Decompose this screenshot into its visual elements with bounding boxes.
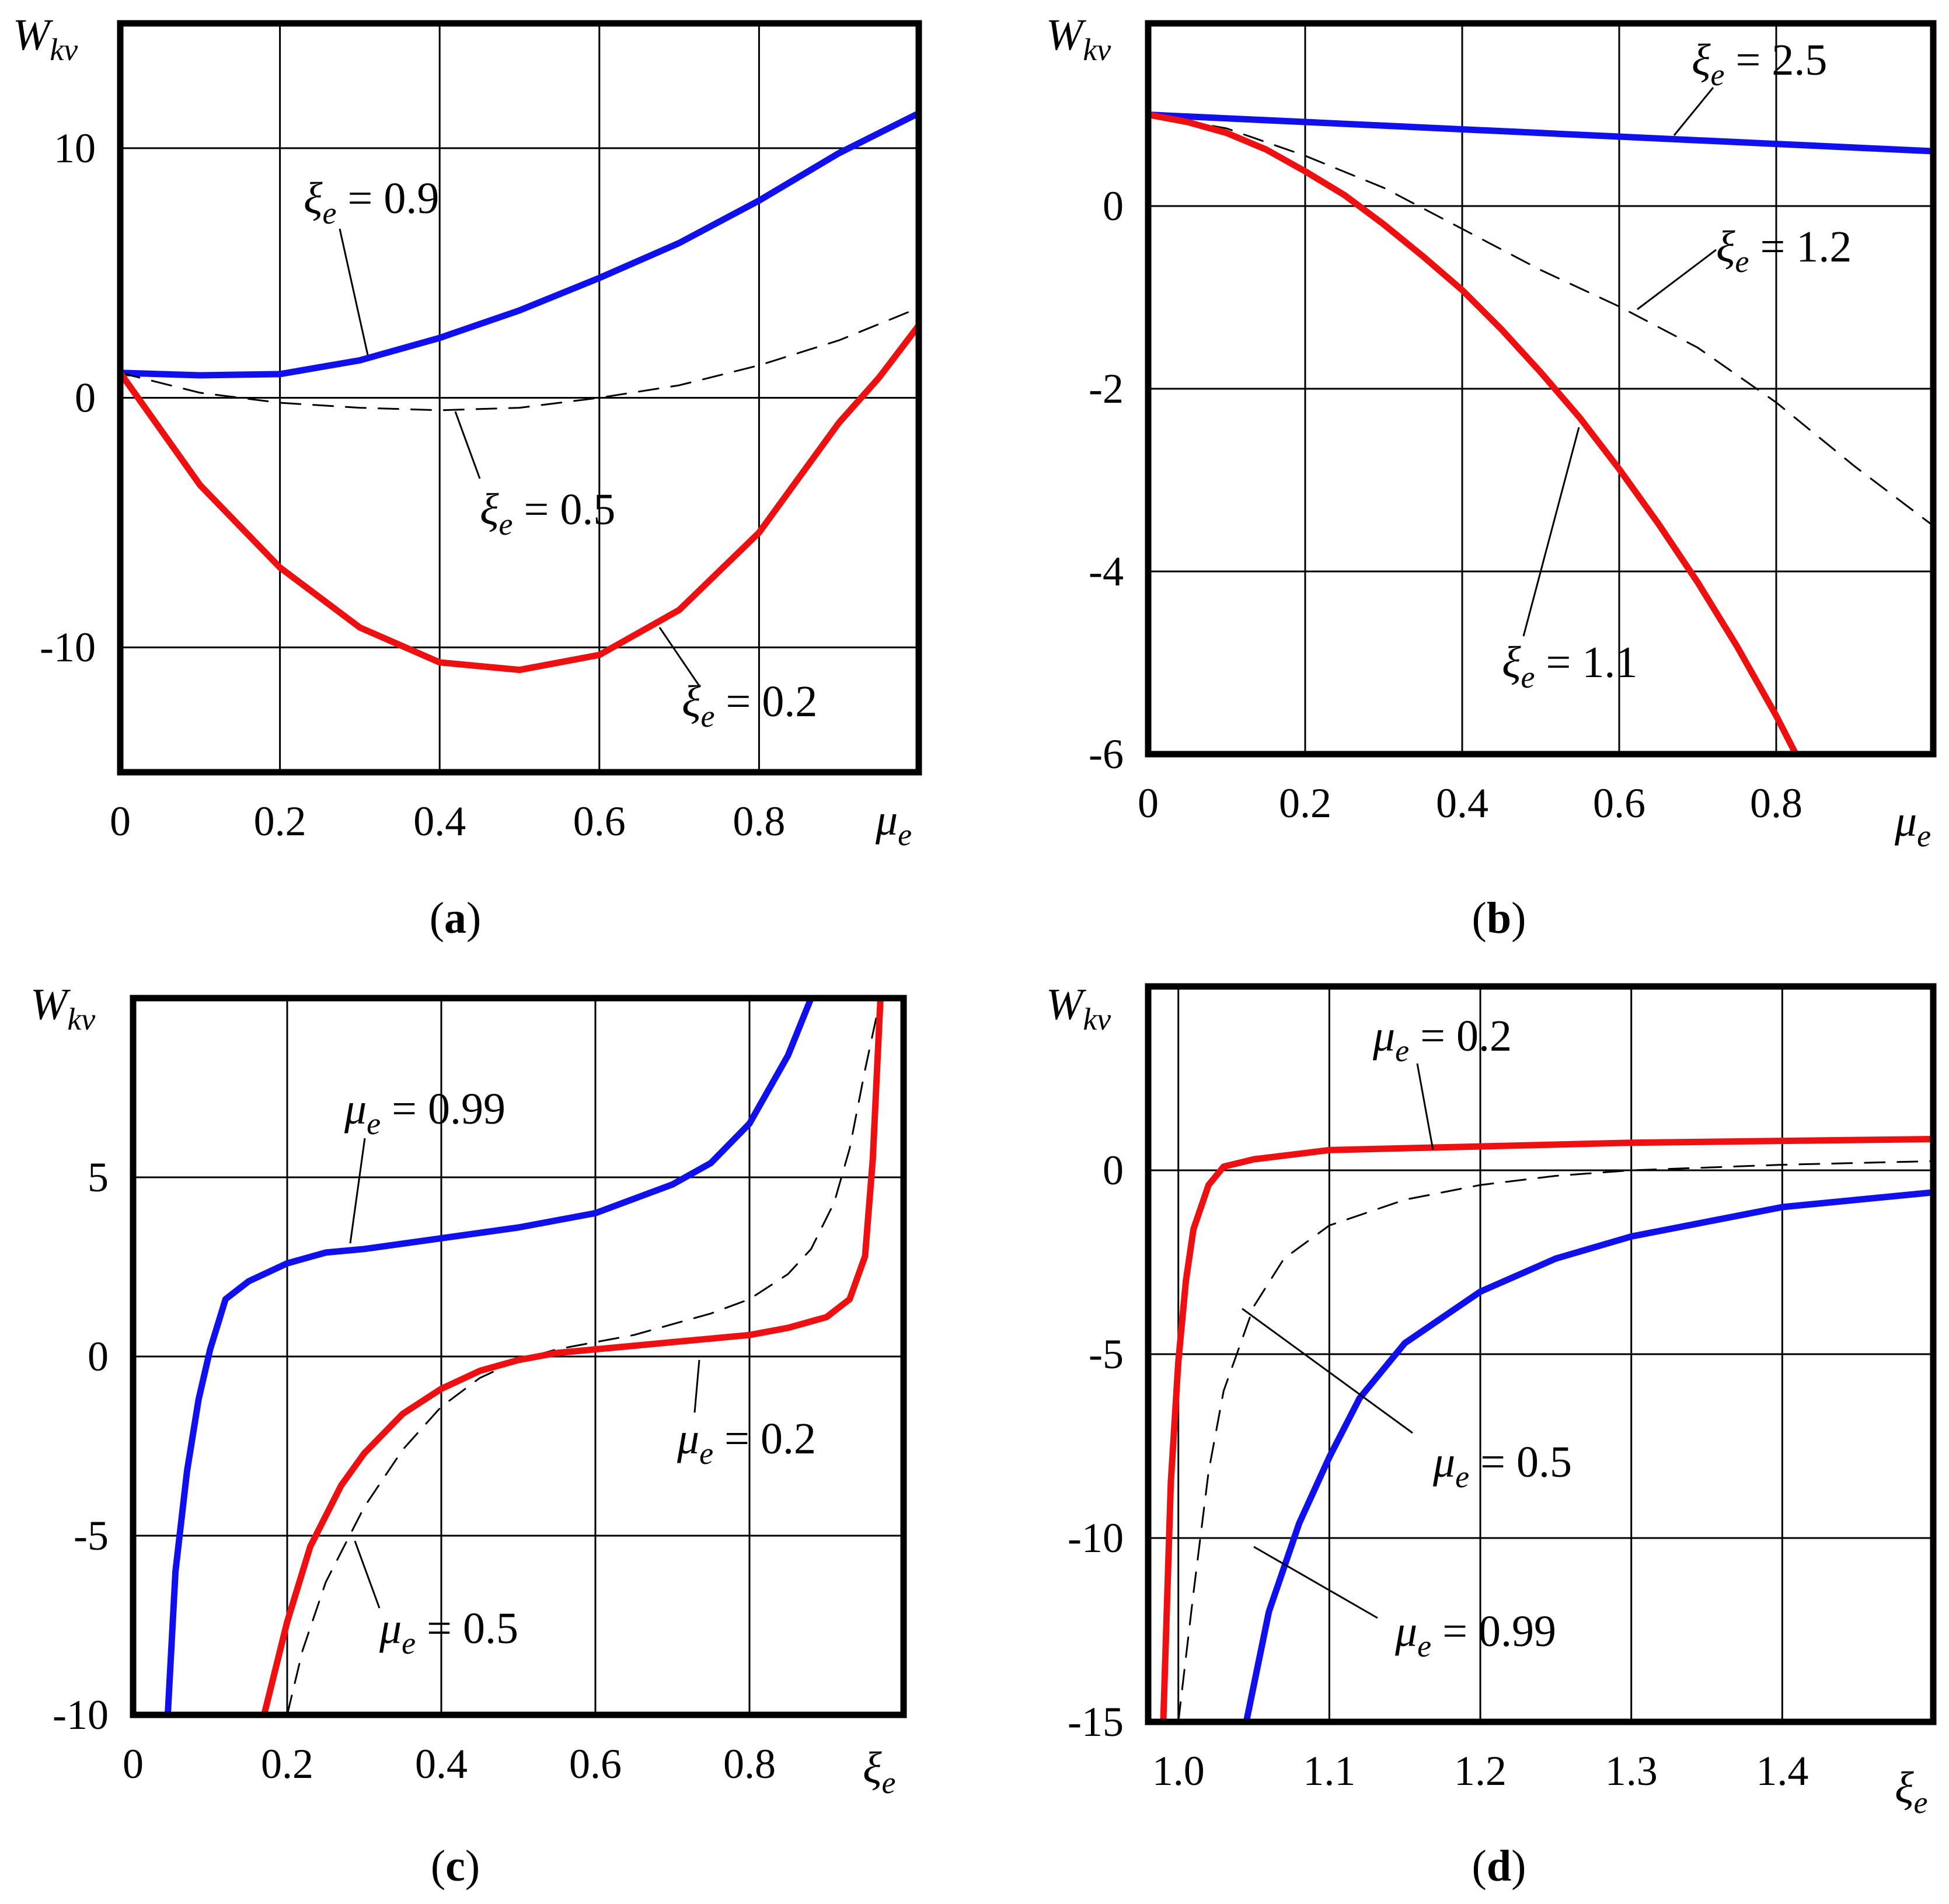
y-tick-label: -6 (1089, 731, 1124, 777)
series-line-1 (1160, 1136, 1933, 1722)
gridlines (120, 23, 919, 772)
series-annotation: μe = 0.99 (344, 1084, 505, 1141)
panel-b: 0 0.2 0.4 0.6 0.8 -6 -4 -2 0 Wkv μe ξe = 2.5 ξe = 1.… (1046, 11, 1937, 943)
series-annotation: μe = 0.2 (1372, 1012, 1512, 1068)
plot-frame (1145, 20, 1937, 758)
series-line-1 (1148, 111, 1933, 155)
series-line-2 (286, 998, 881, 1715)
annotation-leader-line (354, 1540, 381, 1609)
y-tick-label: 0 (88, 1333, 109, 1380)
x-tick-label: 0.8 (733, 798, 785, 845)
y-tick-label: -2 (1089, 365, 1124, 412)
x-tick-label: 0 (110, 798, 131, 845)
series-annotation: ξe = 0.5 (480, 485, 615, 542)
x-tick-label: 0.4 (415, 1741, 468, 1787)
x-tick-label: 0.6 (1593, 780, 1645, 827)
plot-frame (130, 995, 907, 1718)
panel-c: 0 0.2 0.4 0.6 0.8 -10 -5 0 5 Wkv ξe μe = 0.99 μe = 0… (30, 980, 907, 1891)
x-tick-label: 1.3 (1605, 1748, 1658, 1794)
annotation-leader-line (693, 1359, 700, 1413)
y-axis-label: Wkv (30, 980, 95, 1037)
series-line-3 (120, 322, 919, 674)
annotation-leader-line (1253, 1546, 1378, 1619)
series-annotation: μe = 0.5 (1432, 1438, 1572, 1494)
panel-a: 0 0.2 0.4 0.6 0.8 -10 0 10 Wkv μe ξe = 0.9 ξe = 0.5… (13, 11, 922, 943)
x-tick-label: 0.2 (261, 1741, 313, 1787)
x-tick-label: 1.1 (1303, 1748, 1355, 1794)
series-annotation: ξe = 0.9 (304, 174, 439, 231)
x-axis-label: μe (1894, 797, 1931, 853)
x-axis-label: ξe (1895, 1763, 1928, 1820)
x-tick-label: 0 (1138, 780, 1159, 827)
series-annotation: μe = 0.2 (677, 1414, 816, 1471)
annotation-leader-line (1522, 427, 1580, 637)
y-tick-label: -5 (1089, 1331, 1124, 1378)
series-line-2 (1177, 1160, 1933, 1722)
series-annotation: μe = 0.99 (1394, 1607, 1556, 1664)
gridlines (133, 998, 904, 1715)
panel-label: (a) (430, 894, 482, 943)
plot-frame (117, 20, 922, 776)
y-axis-label: Wkv (1046, 11, 1111, 67)
y-tick-label: -10 (53, 1692, 109, 1738)
y-tick-label: -10 (40, 624, 96, 671)
x-tick-label: 0 (123, 1741, 144, 1787)
y-tick-label: 0 (75, 375, 96, 421)
y-tick-label: 0 (1103, 183, 1124, 229)
y-axis-label: Wkv (13, 11, 78, 67)
panel-d: 1.0 1.1 1.2 1.3 1.4 -15 -10 -5 0 Wkv ξe μe = 0.2 μe … (1046, 980, 1937, 1891)
series-line-3 (1243, 1189, 1933, 1722)
annotation-leader-line (1416, 1063, 1434, 1150)
series-line-3 (260, 998, 884, 1715)
series-annotation: ξe = 1.2 (1716, 222, 1852, 279)
x-tick-label: 0.4 (413, 798, 466, 845)
panel-label: (c) (431, 1842, 480, 1891)
x-tick-label: 0.6 (569, 1741, 622, 1787)
x-axis-label: μe (875, 796, 912, 852)
y-tick-label: 0 (1103, 1147, 1124, 1194)
y-tick-label: -15 (1068, 1699, 1124, 1745)
series-line-2 (120, 307, 919, 412)
series-annotation: ξe = 2.5 (1692, 36, 1827, 92)
series-annotation: ξe = 1.1 (1502, 638, 1637, 695)
x-tick-label: 0.8 (723, 1741, 776, 1787)
annotation-leader-line (1242, 1307, 1413, 1434)
annotation-leader-line (1673, 87, 1714, 136)
x-tick-label: 0.6 (573, 798, 626, 845)
annotation-leader-line (349, 1138, 366, 1244)
y-tick-label: -4 (1089, 548, 1124, 595)
x-tick-label: 0.2 (1279, 780, 1331, 827)
series-annotation: μe = 0.5 (379, 1604, 518, 1661)
x-tick-label: 1.4 (1756, 1748, 1808, 1794)
x-tick-label: 0.8 (1750, 780, 1802, 827)
y-axis-label: Wkv (1046, 980, 1111, 1037)
x-tick-label: 0.2 (254, 798, 306, 845)
series-line-2 (1148, 114, 1933, 527)
annotation-leader-line (339, 228, 369, 355)
y-tick-label: -5 (74, 1512, 109, 1559)
y-tick-label: 5 (88, 1154, 109, 1201)
annotation-leader-line (454, 411, 481, 479)
x-axis-label: ξe (863, 1743, 896, 1800)
series-line-1 (120, 110, 919, 379)
panel-label: (b) (1472, 894, 1526, 943)
y-tick-label: -10 (1068, 1515, 1124, 1561)
y-tick-label: 10 (54, 125, 96, 172)
series-line-1 (164, 998, 815, 1715)
panel-label: (d) (1472, 1842, 1526, 1891)
x-tick-label: 0.4 (1436, 780, 1488, 827)
x-tick-label: 1.0 (1152, 1748, 1205, 1794)
annotation-leader-line (658, 627, 700, 686)
x-tick-label: 1.2 (1454, 1748, 1507, 1794)
series-line-3 (1148, 111, 1800, 754)
plot-frame (1145, 983, 1937, 1725)
annotation-leader-line (1637, 249, 1717, 311)
series-annotation: ξe = 0.2 (682, 677, 817, 734)
